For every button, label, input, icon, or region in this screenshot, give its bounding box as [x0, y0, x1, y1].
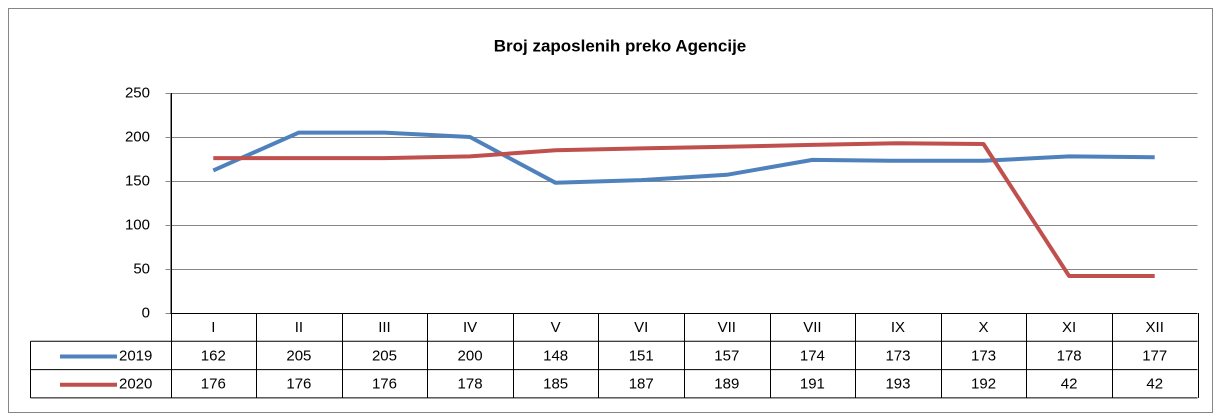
x-tick-label: X	[979, 319, 989, 336]
table-value: 176	[286, 376, 311, 393]
x-tick-label: II	[295, 319, 303, 336]
chart-border	[8, 8, 1213, 413]
y-tick-label: 100	[125, 216, 150, 233]
legend-label: 2020	[119, 376, 152, 393]
table-value: 193	[885, 376, 910, 393]
x-tick-label: XI	[1062, 319, 1076, 336]
table-value: 173	[885, 347, 910, 364]
table-value: 177	[1142, 347, 1167, 364]
table-value: 191	[800, 376, 825, 393]
table-value: 200	[458, 347, 483, 364]
series-line	[212, 130, 1155, 185]
table-value: 176	[372, 376, 397, 393]
x-tick-label: III	[378, 319, 391, 336]
x-tick-label: VI	[634, 319, 648, 336]
y-tick-label: 200	[125, 128, 150, 145]
table-value: 205	[286, 347, 311, 364]
y-tick-label: 50	[133, 260, 150, 277]
y-tick-label: 0	[142, 304, 150, 321]
x-tick-label: IX	[891, 319, 905, 336]
table-value: 187	[629, 376, 654, 393]
legend-label: 2019	[119, 347, 152, 364]
y-tick-label: 250	[125, 84, 150, 101]
table-value: 42	[1146, 376, 1163, 393]
x-tick-label: XII	[1146, 319, 1164, 336]
table-value: 176	[201, 376, 226, 393]
table-value: 205	[372, 347, 397, 364]
x-tick-label: I	[211, 319, 215, 336]
series-line	[213, 141, 1155, 278]
table-value: 192	[971, 376, 996, 393]
table-value: 157	[714, 347, 739, 364]
table-value: 178	[458, 376, 483, 393]
y-tick-label: 150	[125, 172, 150, 189]
x-tick-label: VII	[718, 319, 736, 336]
table-value: 174	[800, 347, 825, 364]
table-value: 148	[543, 347, 568, 364]
table-value: 185	[543, 376, 568, 393]
x-tick-label: IV	[463, 319, 477, 336]
table-value: 162	[201, 347, 226, 364]
chart-title: Broj zaposlenih preko Agencije	[494, 36, 747, 55]
table-value: 178	[1057, 347, 1082, 364]
table-value: 151	[629, 347, 654, 364]
table-value: 189	[714, 376, 739, 393]
x-tick-label: V	[551, 319, 561, 336]
x-tick-label: VII	[803, 319, 821, 336]
table-value: 42	[1061, 376, 1078, 393]
table-value: 173	[971, 347, 996, 364]
